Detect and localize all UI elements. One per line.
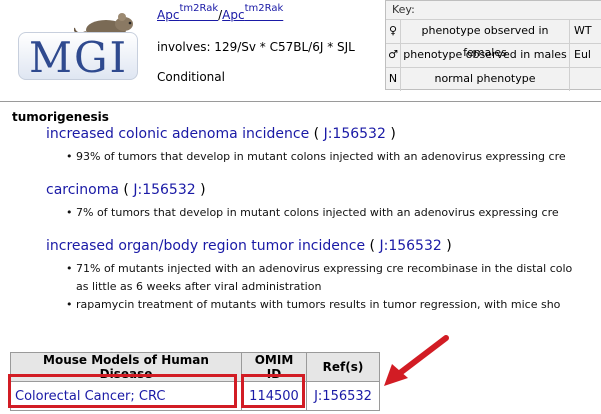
jnum-link[interactable]: J:156532	[133, 182, 196, 198]
key-extra: Eul	[574, 48, 591, 61]
allele-link-2[interactable]: Apctm2Rak	[222, 3, 284, 22]
term-note: • rapamycin treatment of mutants with tum…	[66, 298, 561, 311]
highlight-omim-box	[241, 374, 305, 408]
allele-symbol: Apctm2Rak/Apctm2Rak	[157, 3, 284, 22]
logo-badge: MGI	[18, 32, 138, 82]
disease-link[interactable]: Colorectal Cancer; CRC	[15, 388, 166, 404]
term-note: • 71% of mutants injected with an adenovi…	[66, 262, 573, 275]
term-note: • 7% of tumors that develop in mutant col…	[66, 206, 559, 219]
key-desc: phenotype observed in males	[401, 44, 570, 67]
key-desc: normal phenotype	[401, 68, 570, 91]
mgi-logo[interactable]: MGI	[14, 12, 138, 82]
term-link[interactable]: increased colonic adenoma incidence	[46, 126, 310, 142]
jnum-link[interactable]: J:156532	[379, 238, 442, 254]
normal-symbol: N	[386, 68, 401, 91]
key-title: Key:	[392, 3, 415, 16]
female-icon: ♀	[386, 20, 401, 43]
key-extra	[570, 68, 574, 91]
phenotype-term: carcinoma ( J:156532 )	[46, 182, 206, 198]
male-icon: ♂	[386, 44, 401, 67]
key-row-normal: N normal phenotype	[386, 67, 601, 91]
ref-link[interactable]: J:156532	[314, 388, 372, 404]
col-header-refs: Ref(s)	[306, 352, 380, 382]
highlight-disease-box	[8, 374, 237, 408]
term-link[interactable]: carcinoma	[46, 182, 119, 198]
jnum-link[interactable]: J:156532	[323, 126, 386, 142]
phenotype-term: increased colonic adenoma incidence ( J:…	[46, 126, 396, 142]
logo-text: MGI	[29, 33, 129, 82]
term-link[interactable]: increased organ/body region tumor incide…	[46, 238, 366, 254]
section-title: tumorigenesis	[12, 110, 109, 124]
divider	[0, 101, 601, 102]
term-note-continuation: as little as 6 weeks after viral adminis…	[76, 280, 322, 293]
key-row-male: ♂ phenotype observed in males Eul	[386, 43, 601, 67]
term-note: • 93% of tumors that develop in mutant co…	[66, 150, 566, 163]
conditional-label: Conditional	[157, 70, 225, 84]
annotation-arrow-icon	[384, 335, 449, 386]
allele-separator: /	[218, 8, 223, 22]
key-desc: phenotype observed in females	[401, 20, 570, 59]
key-row-female: ♀ phenotype observed in females WT	[386, 19, 601, 59]
key-table: Key: ♀ phenotype observed in females WT …	[385, 0, 601, 91]
omim-link[interactable]: 114500	[249, 388, 299, 404]
allele-link-1[interactable]: Apctm2Rak	[157, 3, 219, 22]
genetic-background: involves: 129/Sv * C57BL/6J * SJL	[157, 40, 355, 54]
key-extra: WT	[574, 24, 592, 37]
phenotype-term: increased organ/body region tumor incide…	[46, 238, 452, 254]
